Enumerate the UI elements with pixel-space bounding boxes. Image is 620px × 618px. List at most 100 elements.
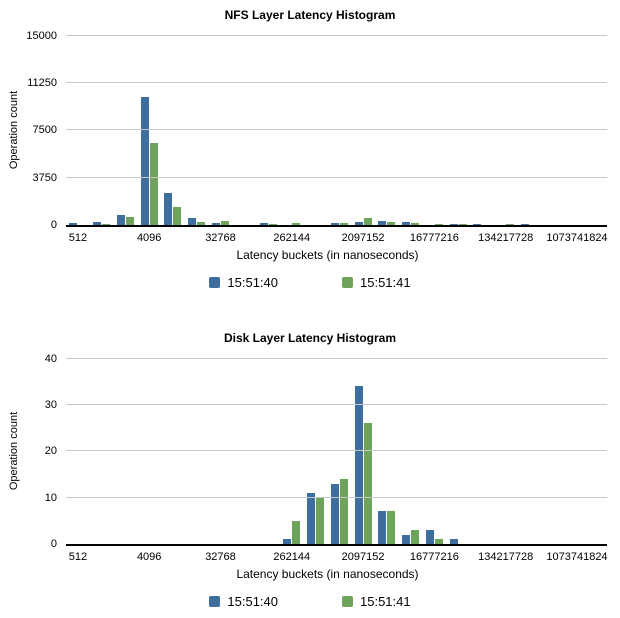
y-tick-label: 0: [50, 538, 57, 550]
x-tick-label: 134217728: [478, 551, 534, 563]
bar-15-51-40-1024: [93, 221, 102, 225]
x-tick-cell: [304, 551, 328, 564]
x-tick-cell: 134217728: [478, 551, 533, 564]
y-axis-title: Operation count: [8, 90, 20, 170]
bar-group-1048576: [327, 222, 351, 225]
legend-swatch: [342, 276, 353, 288]
legend-item-0[interactable]: 15:51:40: [209, 275, 278, 290]
x-tick-row: 512 4096 32768 262144 2097152 16777216 1342177…: [66, 232, 608, 245]
y-axis-title: Operation count: [8, 411, 20, 491]
x-tick-label: 1073741824: [546, 551, 608, 563]
x-tick-cell: 4096: [137, 551, 161, 564]
bar-group-524288: [304, 492, 328, 544]
legend-item-1[interactable]: 15:51:41: [342, 275, 411, 290]
bar-group-4194304: [375, 511, 399, 544]
bar-15-51-41-4194304: [387, 222, 396, 225]
bar-15-51-41-134217728: [506, 224, 515, 225]
bar-15-51-40-4194304: [378, 220, 387, 225]
x-tick-cell: [90, 551, 114, 564]
x-tick-cell: [446, 232, 470, 245]
y-tick-label: 10: [44, 491, 57, 504]
bar-group-1024: [90, 221, 114, 225]
y-tick-label: 40: [44, 353, 57, 365]
x-tick-cell: 2097152: [342, 551, 385, 564]
bar-15-51-41-2097152: [363, 217, 372, 225]
legend-label: 15:51:41: [360, 274, 411, 290]
bar-15-51-41-16777216: [434, 224, 443, 225]
bar-15-51-40-268435456: [520, 224, 529, 225]
x-tick-cell: [375, 551, 399, 564]
y-tick-label: 7500: [32, 124, 57, 136]
x-tick-cell: [518, 232, 542, 245]
bar-15-51-41-1024: [102, 223, 111, 225]
nfs-latency-chart: NFS Layer Latency Histogram Operation co…: [0, 0, 620, 290]
gridline: [66, 35, 607, 36]
x-tick-label: 1073741824: [546, 232, 608, 244]
x-tick-label: 16777216: [409, 551, 459, 563]
bar-15-51-40-8192: [164, 193, 173, 225]
bar-15-51-40-524288: [307, 492, 316, 544]
bar-group-4096: [137, 97, 161, 225]
y-tick-label: 11250: [27, 76, 57, 89]
x-tick-label: 262144: [273, 551, 311, 563]
bar-group-33554432: [446, 224, 470, 225]
bar-group-8192: [161, 193, 185, 225]
x-tick-cell: [114, 551, 138, 564]
bar-15-51-41-32768: [220, 221, 229, 225]
bar-15-51-40-2048: [116, 214, 125, 225]
plot-area: Operation count 0 10 20 30 40: [8, 353, 607, 550]
plot-area: Operation count 0 3750 7500 11250 15000: [8, 30, 607, 231]
x-tick-cell: [114, 232, 138, 245]
bar-15-51-40-131072: [259, 223, 268, 225]
bar-15-51-41-16777216: [434, 539, 443, 544]
bar-group-16384: [185, 217, 209, 225]
gridline: [66, 176, 607, 178]
chart-title: NFS Layer Latency Histogram: [224, 8, 396, 22]
bar-15-51-40-33554432: [449, 224, 458, 225]
bar-15-51-41-4096: [149, 143, 158, 225]
x-tick-label: 512: [68, 232, 88, 244]
bar-15-51-40-8388608: [402, 222, 411, 225]
x-tick-label: 32768: [205, 232, 236, 244]
x-tick-cell: 16777216: [410, 551, 459, 564]
bar-group-16777216: [422, 530, 446, 544]
legend-label: 15:51:40: [227, 274, 278, 290]
y-tick-label: 30: [44, 398, 57, 411]
bar-15-51-40-262144: [283, 539, 292, 544]
x-tick-label: 2097152: [341, 232, 385, 244]
x-tick-label: 16777216: [409, 232, 459, 244]
gridline: [66, 129, 607, 130]
bar-15-51-41-4194304: [387, 511, 396, 544]
bar-15-51-40-4194304: [378, 511, 387, 544]
bars-layer: [66, 35, 607, 225]
bar-15-51-41-2048: [125, 217, 134, 225]
bar-15-51-40-2097152: [354, 385, 363, 544]
bar-group-2048: [114, 214, 138, 225]
legend-item-1[interactable]: 15:51:41: [342, 594, 411, 609]
x-tick-cell: [90, 232, 114, 245]
x-tick-cell: 1073741824: [546, 551, 607, 564]
legend-item-0[interactable]: 15:51:40: [209, 594, 278, 609]
x-tick-label: 134217728: [478, 232, 534, 244]
x-tick-cell: 262144: [273, 551, 310, 564]
bar-15-51-40-8388608: [402, 534, 411, 544]
x-tick-label: 4096: [136, 551, 162, 563]
y-tick-label: 3750: [32, 171, 57, 184]
x-tick-cell: 512: [66, 232, 90, 245]
legend-swatch: [209, 276, 221, 288]
bar-15-51-40-1048576: [330, 483, 339, 544]
bar-15-51-41-2097152: [363, 423, 372, 544]
bar-15-51-40-33554432: [449, 539, 458, 544]
gridline: [66, 496, 607, 498]
bar-group-16777216: [422, 224, 446, 225]
legend-swatch: [209, 595, 221, 607]
bar-group-32768: [209, 221, 233, 225]
bar-group-262144: [280, 520, 304, 544]
x-tick-cell: [446, 551, 470, 564]
bar-group-2097152: [351, 385, 375, 544]
bar-group-8388608: [399, 222, 423, 225]
bar-group-2097152: [351, 217, 375, 225]
x-axis-title: Latency buckets (in nanoseconds): [236, 567, 419, 581]
bar-group-262144: [280, 223, 304, 225]
bar-group-8388608: [399, 530, 423, 544]
